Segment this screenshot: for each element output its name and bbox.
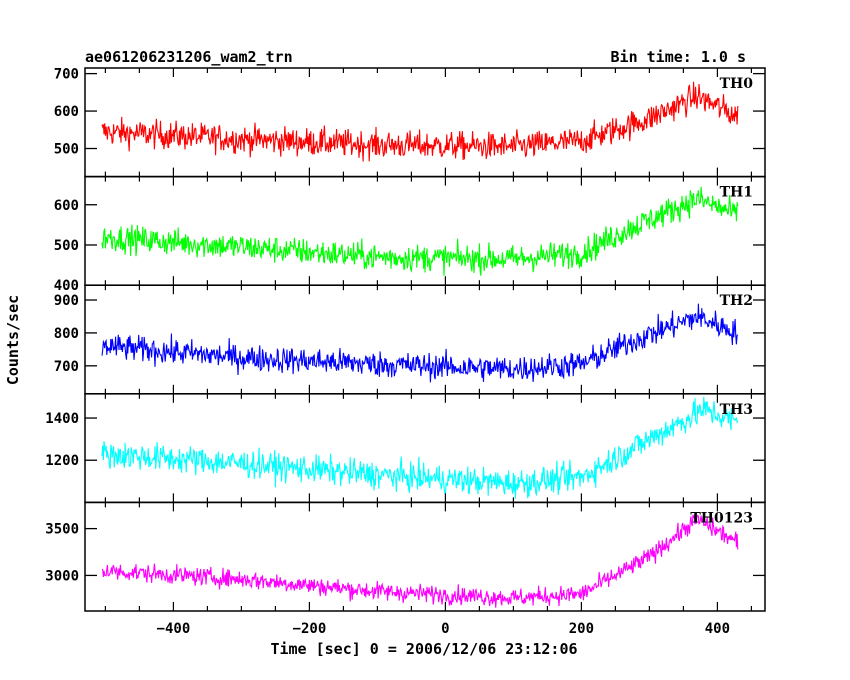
y-tick-label: 800 <box>54 326 79 342</box>
series-name-label: TH3 <box>720 402 753 418</box>
panel-frame <box>84 501 766 612</box>
bin-time-label: Bin time: 1.0 s <box>611 48 746 66</box>
series-th0-line <box>101 81 739 162</box>
series-th1-line <box>101 186 739 276</box>
y-tick-label: 600 <box>54 198 79 214</box>
panels: 500 600 700 TH0 400 500 600 TH1 700 800 900 TH2 1200… <box>45 67 766 612</box>
series-name-label: TH2 <box>720 293 753 309</box>
panel-th1: 400 500 600 TH1 <box>54 175 766 294</box>
y-tick-label: 900 <box>54 293 79 309</box>
y-tick-label: 500 <box>54 142 79 158</box>
panel-th0123: 3000 3500 TH0123 <box>45 501 766 612</box>
y-tick-label: 1200 <box>45 453 79 469</box>
y-tick-label: 3000 <box>45 568 79 584</box>
x-tick-label: −400 <box>157 621 191 637</box>
panel-frame <box>84 393 766 504</box>
y-tick-label: 600 <box>54 104 79 120</box>
series-th2-line <box>101 303 739 383</box>
x-tick-label: 200 <box>569 621 594 637</box>
series-name-label: TH0123 <box>690 510 753 526</box>
series-th3-line <box>101 396 739 499</box>
x-tick-label: −200 <box>293 621 327 637</box>
panel-th3: 1200 1400 TH3 <box>45 393 766 504</box>
y-tick-label: 700 <box>54 67 79 83</box>
y-tick-label: 700 <box>54 359 79 375</box>
series-name-label: TH0 <box>720 76 754 92</box>
y-tick-label: 1400 <box>45 411 79 427</box>
panel-frame <box>84 284 766 395</box>
x-tick-label: 400 <box>705 621 730 637</box>
x-tick-label: 0 <box>441 621 449 637</box>
y-tick-label: 400 <box>54 278 79 294</box>
series-th0123-line <box>101 514 739 608</box>
y-tick-label: 3500 <box>45 522 79 538</box>
y-axis-label: Counts/sec <box>4 295 22 385</box>
panel-th2: 700 800 900 TH2 <box>54 284 766 395</box>
panel-th0: 500 600 700 TH0 <box>54 67 766 178</box>
chart-title: ae061206231206_wam2_trn <box>85 48 293 66</box>
series-name-label: TH1 <box>720 185 753 201</box>
y-tick-label: 500 <box>54 238 79 254</box>
x-axis-label: Time [sec] 0 = 2006/12/06 23:12:06 <box>270 640 577 658</box>
x-axis: −400 −200 0 200 400 <box>157 621 731 637</box>
panel-frame <box>84 67 766 178</box>
